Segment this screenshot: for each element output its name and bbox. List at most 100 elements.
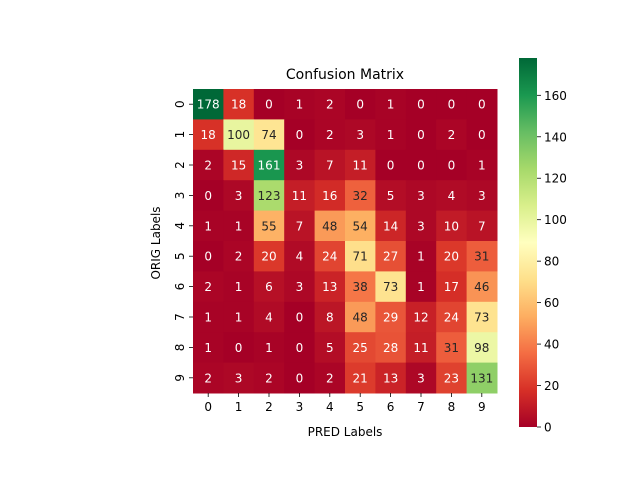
cell-value-r3-c5: 32	[353, 189, 368, 203]
heatmap-cell-r3-c3	[284, 180, 316, 212]
cell-value-r5-c3: 4	[296, 250, 304, 264]
cell-value-r0-c9: 0	[478, 98, 486, 112]
cell-value-r6-c1: 1	[235, 280, 243, 294]
y-tick-label: 8	[173, 344, 187, 352]
heatmap-cell-r4-c7	[405, 210, 437, 242]
cell-value-r0-c0: 178	[197, 98, 220, 112]
x-tick-label: 4	[326, 400, 334, 414]
cell-value-r2-c2: 161	[258, 159, 281, 173]
y-tick-label: 7	[173, 313, 187, 321]
heatmap-cell-r0-c7	[405, 89, 437, 120]
heatmap-cell-r6-c0	[193, 271, 224, 303]
x-tick-label: 2	[265, 400, 273, 414]
cell-value-r0-c5: 0	[356, 98, 364, 112]
cell-value-r7-c2: 4	[265, 311, 273, 325]
cell-value-r9-c0: 2	[204, 371, 212, 385]
heatmap-cell-r5-c2	[253, 241, 285, 272]
heatmap-cell-r4-c5	[345, 210, 376, 242]
cell-value-r6-c3: 3	[296, 280, 304, 294]
heatmap-cell-r7-c0	[193, 301, 224, 333]
cell-value-r5-c9: 31	[474, 250, 489, 264]
cell-value-r7-c5: 48	[353, 311, 368, 325]
heatmap-cell-r3-c2	[253, 180, 285, 212]
heatmap-cell-r7-c7	[405, 301, 437, 333]
colorbar-tick-label: 160	[544, 89, 567, 103]
cell-value-r9-c4: 2	[326, 371, 334, 385]
cell-value-r2-c5: 11	[353, 159, 368, 173]
cell-value-r1-c0: 18	[201, 128, 216, 142]
cell-value-r7-c4: 8	[326, 311, 334, 325]
heatmap-cell-r5-c6	[375, 241, 407, 272]
cell-value-r8-c4: 5	[326, 341, 334, 355]
cell-value-r2-c1: 15	[231, 159, 246, 173]
cell-value-r1-c1: 100	[227, 128, 250, 142]
heatmap-cell-r7-c4	[314, 301, 346, 333]
cell-value-r5-c7: 1	[417, 250, 425, 264]
cell-value-r9-c2: 2	[265, 371, 273, 385]
cell-value-r1-c9: 0	[478, 128, 486, 142]
heatmap-cell-r4-c1	[223, 210, 255, 242]
heatmap-cell-r3-c0	[193, 180, 224, 212]
cell-value-r3-c9: 3	[478, 189, 486, 203]
cell-value-r9-c7: 3	[417, 371, 425, 385]
heatmap-cell-r0-c0	[193, 89, 224, 120]
heatmap-cell-r5-c8	[436, 241, 468, 272]
heatmap-cell-r6-c5	[345, 271, 376, 303]
heatmap-cell-r6-c1	[223, 271, 255, 303]
cell-value-r8-c5: 25	[353, 341, 368, 355]
cell-value-r6-c9: 46	[474, 280, 489, 294]
cell-value-r4-c7: 3	[417, 219, 425, 233]
cell-value-r0-c2: 0	[265, 98, 273, 112]
heatmap-cell-r6-c7	[405, 271, 437, 303]
heatmap-cell-r9-c1	[223, 362, 255, 394]
cell-value-r4-c9: 7	[478, 219, 486, 233]
cell-value-r3-c7: 3	[417, 189, 425, 203]
cell-value-r0-c7: 0	[417, 98, 425, 112]
colorbar-tick-label: 120	[544, 172, 567, 186]
heatmap-cell-r1-c5	[345, 119, 376, 151]
heatmap-cell-r6-c4	[314, 271, 346, 303]
cell-value-r2-c8: 0	[448, 159, 456, 173]
colorbar-tick-label: 60	[544, 296, 559, 310]
cell-value-r2-c7: 0	[417, 159, 425, 173]
cell-value-r6-c5: 38	[353, 280, 368, 294]
heatmap-cell-r1-c4	[314, 119, 346, 151]
y-tick-label: 9	[173, 374, 187, 382]
heatmap-cell-r8-c0	[193, 332, 224, 364]
heatmap-cell-r9-c2	[253, 362, 285, 394]
heatmap-cell-r3-c5	[345, 180, 376, 212]
heatmap-cell-r7-c3	[284, 301, 316, 333]
heatmap-cell-r5-c4	[314, 241, 346, 272]
heatmap-cell-r1-c6	[375, 119, 407, 151]
y-tick-label: 5	[173, 252, 187, 260]
x-tick-label: 8	[448, 400, 456, 414]
heatmap-cell-r6-c3	[284, 271, 316, 303]
cell-value-r7-c8: 24	[444, 311, 459, 325]
heatmap-cell-r1-c1	[223, 119, 255, 151]
heatmap-cell-r8-c1	[223, 332, 255, 364]
heatmap-cell-r9-c6	[375, 362, 407, 394]
heatmap-cell-r6-c8	[436, 271, 468, 303]
cell-value-r5-c1: 2	[235, 250, 243, 264]
cell-value-r8-c1: 0	[235, 341, 243, 355]
heatmap-cell-r3-c8	[436, 180, 468, 212]
heatmap-cell-r5-c5	[345, 241, 376, 272]
cell-value-r9-c5: 21	[353, 371, 368, 385]
cell-value-r1-c3: 0	[296, 128, 304, 142]
cell-value-r9-c6: 13	[383, 371, 398, 385]
x-tick-label: 0	[204, 400, 212, 414]
heatmap-cell-r3-c1	[223, 180, 255, 212]
heatmap-cell-r7-c6	[375, 301, 407, 333]
heatmap-cell-r8-c6	[375, 332, 407, 364]
x-tick-label: 5	[356, 400, 364, 414]
cell-value-r9-c3: 0	[296, 371, 304, 385]
colorbar-tick-label: 20	[544, 379, 559, 393]
cell-value-r8-c2: 1	[265, 341, 273, 355]
cell-value-r4-c8: 10	[444, 219, 459, 233]
cell-value-r7-c3: 0	[296, 311, 304, 325]
chart-title: Confusion Matrix	[286, 67, 404, 83]
cell-value-r1-c4: 2	[326, 128, 334, 142]
cell-value-r5-c6: 27	[383, 250, 398, 264]
